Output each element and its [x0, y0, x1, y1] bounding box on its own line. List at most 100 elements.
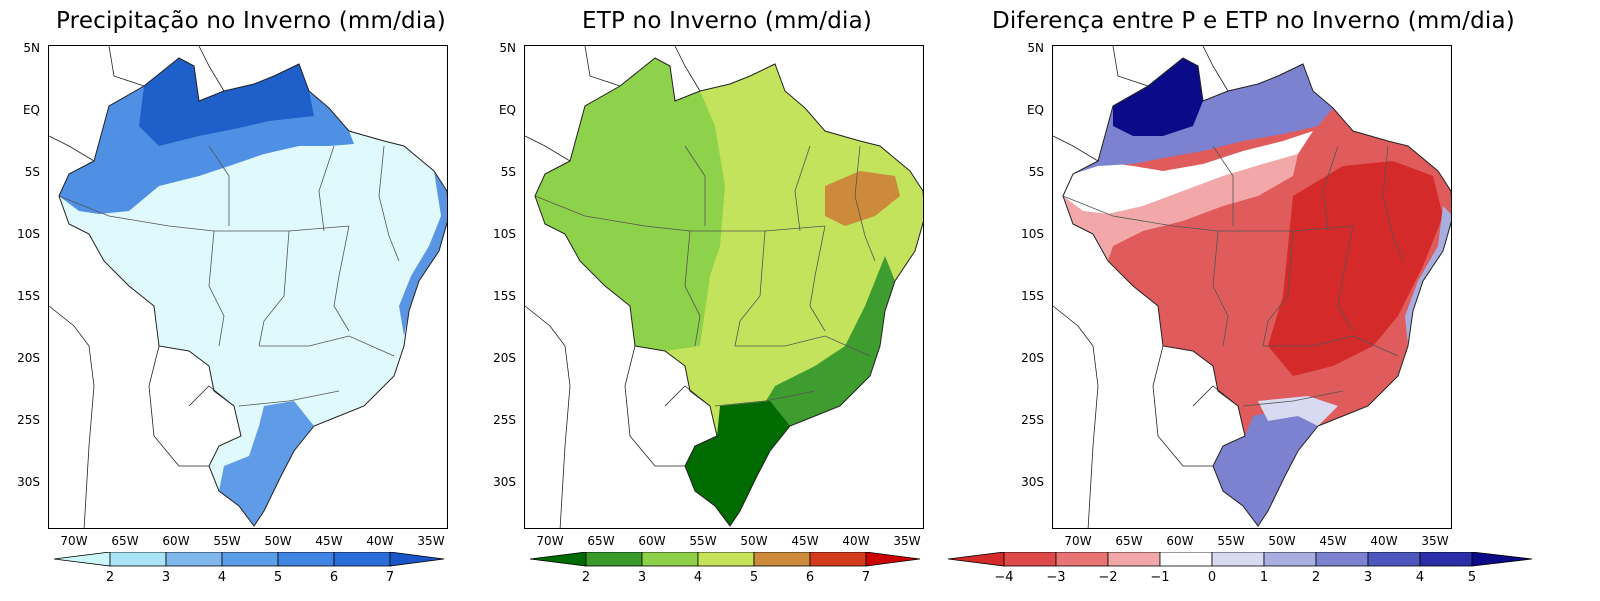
lon-tick: 60W — [638, 534, 666, 548]
colorbar-cell — [530, 552, 587, 567]
lat-tick: EQ — [1026, 103, 1044, 117]
lat-tick: 5S — [1028, 165, 1044, 179]
lon-tick: 40W — [1370, 534, 1398, 548]
lon-tick: 55W — [1217, 534, 1245, 548]
colorbar-cell — [389, 552, 445, 567]
colorbar-cell — [165, 552, 223, 567]
east-coast — [399, 171, 447, 336]
colorbar-cell — [333, 552, 391, 567]
colorbar-label: −2 — [1098, 570, 1118, 585]
lon-tick: 45W — [791, 534, 819, 548]
lon-tick: 70W — [536, 534, 564, 548]
colorbar — [530, 552, 921, 567]
colorbar-label: 2 — [581, 570, 591, 585]
neighbor-borders — [49, 46, 235, 528]
colorbar-cell — [865, 552, 921, 567]
lon-tick: 70W — [60, 534, 88, 548]
colorbar-cell — [585, 552, 643, 567]
lon-tick: 50W — [264, 534, 292, 548]
colorbar-cell — [1159, 552, 1213, 567]
panel-difference: Diferença entre P e ETP no Inverno (mm/d… — [948, 0, 1600, 601]
lat-tick: 5N — [23, 41, 40, 55]
colorbar-cell — [1263, 552, 1317, 567]
colorbar-label: 4 — [217, 570, 227, 585]
neighbor-borders — [1053, 46, 1239, 528]
colorbar-label: 4 — [693, 570, 703, 585]
north-core — [139, 58, 314, 146]
panel-title: ETP no Inverno (mm/dia) — [582, 8, 873, 34]
north-region — [1073, 58, 1333, 174]
colorbar-label: −1 — [1150, 570, 1170, 585]
lat-tick: 5N — [499, 41, 516, 55]
panel-precipitation: Precipitação no Inverno (mm/dia) 5N EQ 5… — [0, 0, 500, 601]
north-core — [1113, 58, 1203, 136]
lat-tick: 5S — [500, 165, 516, 179]
colorbar-label: 0 — [1207, 570, 1217, 585]
state-borders — [534, 145, 876, 407]
colorbar-label: 7 — [861, 570, 871, 585]
panel-title: Diferença entre P e ETP no Inverno (mm/d… — [992, 8, 1515, 34]
lon-tick: 70W — [1064, 534, 1092, 548]
south-light — [1258, 396, 1338, 426]
lon-tick: 55W — [213, 534, 241, 548]
colorbar-label: 2 — [1311, 570, 1321, 585]
lat-tick: 25S — [493, 413, 516, 427]
lon-tick: 45W — [315, 534, 343, 548]
lat-tick: 15S — [493, 289, 516, 303]
colorbar-cell — [809, 552, 867, 567]
colorbar — [948, 552, 1533, 567]
southeast-region — [757, 256, 895, 451]
lat-tick: 20S — [493, 351, 516, 365]
lon-tick: 50W — [1268, 534, 1296, 548]
hot-spot — [825, 171, 900, 226]
lat-tick: 25S — [17, 413, 40, 427]
colorbar-label: 2 — [105, 570, 115, 585]
state-borders — [1062, 145, 1404, 407]
lat-tick: 5N — [1027, 41, 1044, 55]
lon-tick: 40W — [842, 534, 870, 548]
lon-tick: 60W — [162, 534, 190, 548]
zero-band — [1063, 131, 1313, 214]
colorbar-label: 3 — [637, 570, 647, 585]
colorbar-cell — [1003, 552, 1057, 567]
colorbar-label: 1 — [1259, 570, 1269, 585]
lat-tick: 25S — [1021, 413, 1044, 427]
colorbar-cell — [641, 552, 699, 567]
map-frame — [48, 45, 448, 529]
map-frame — [524, 45, 924, 529]
lat-tick: 15S — [1021, 289, 1044, 303]
map-frame — [1052, 45, 1452, 529]
south-region — [219, 401, 314, 526]
lat-tick: 30S — [493, 475, 516, 489]
lon-tick: 65W — [587, 534, 615, 548]
colorbar-label: 6 — [805, 570, 815, 585]
colorbar-cell — [1471, 552, 1533, 567]
colorbar-cell — [221, 552, 279, 567]
lon-tick: 55W — [689, 534, 717, 548]
lon-tick: 40W — [366, 534, 394, 548]
colorbar-label: 4 — [1415, 570, 1425, 585]
neighbor-borders — [525, 46, 711, 528]
east-coast — [1405, 206, 1451, 346]
colorbar-cell — [753, 552, 811, 567]
colorbar-cell — [1315, 552, 1369, 567]
colorbar-cell — [1107, 552, 1161, 567]
colorbar-label: 5 — [273, 570, 283, 585]
lon-tick: 45W — [1319, 534, 1347, 548]
lat-tick: 5S — [24, 165, 40, 179]
colorbar-label: −3 — [1046, 570, 1066, 585]
state-borders — [58, 145, 400, 407]
precipitation-map — [49, 46, 447, 528]
lat-tick: 15S — [17, 289, 40, 303]
light-band — [1063, 154, 1298, 261]
lon-tick: 60W — [1166, 534, 1194, 548]
colorbar-cell — [109, 552, 167, 567]
colorbar-cell — [697, 552, 755, 567]
south-region — [1213, 406, 1318, 526]
colorbar-cell — [54, 552, 111, 567]
lon-tick: 50W — [740, 534, 768, 548]
colorbar-cell — [948, 552, 1005, 567]
colorbar-cell — [277, 552, 335, 567]
lat-tick: 20S — [1021, 351, 1044, 365]
colorbar-label: 5 — [1467, 570, 1477, 585]
